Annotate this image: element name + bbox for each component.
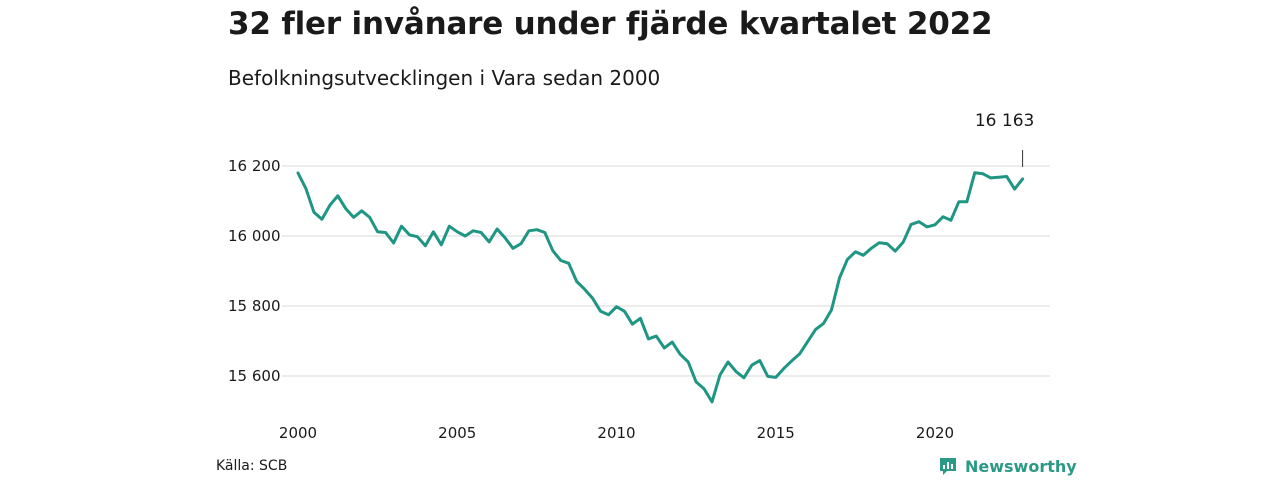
x-tick-label: 2010 <box>597 424 635 442</box>
gridlines <box>282 165 1050 377</box>
x-tick-label: 2005 <box>438 424 476 442</box>
y-tick-label: 15 800 <box>228 297 281 315</box>
series-line <box>296 171 1025 404</box>
y-tick-label: 16 000 <box>228 227 281 245</box>
y-axis-ticks: 15 600 15 800 16 000 16 200 <box>228 157 281 385</box>
x-tick-label: 2000 <box>279 424 317 442</box>
x-tick-label: 2020 <box>916 424 954 442</box>
newsworthy-logo-icon <box>940 458 956 475</box>
brand-logo[interactable]: Newsworthy <box>938 456 1077 476</box>
source-note: Källa: SCB <box>216 458 288 474</box>
chart-title: 32 fler invånare under fjärde kvartalet … <box>228 6 993 42</box>
x-tick-label: 2015 <box>757 424 795 442</box>
last-value-annotation: 16 163 <box>975 111 1034 167</box>
brand-name: Newsworthy <box>965 456 1077 476</box>
y-tick-label: 16 200 <box>228 157 281 175</box>
y-tick-label: 15 600 <box>228 367 281 385</box>
annotation-label: 16 163 <box>975 111 1034 131</box>
chart-subtitle: Befolkningsutvecklingen i Vara sedan 200… <box>228 66 661 90</box>
x-axis-ticks: 2000 2005 2010 2015 2020 <box>279 424 954 442</box>
series-group <box>296 171 1025 404</box>
